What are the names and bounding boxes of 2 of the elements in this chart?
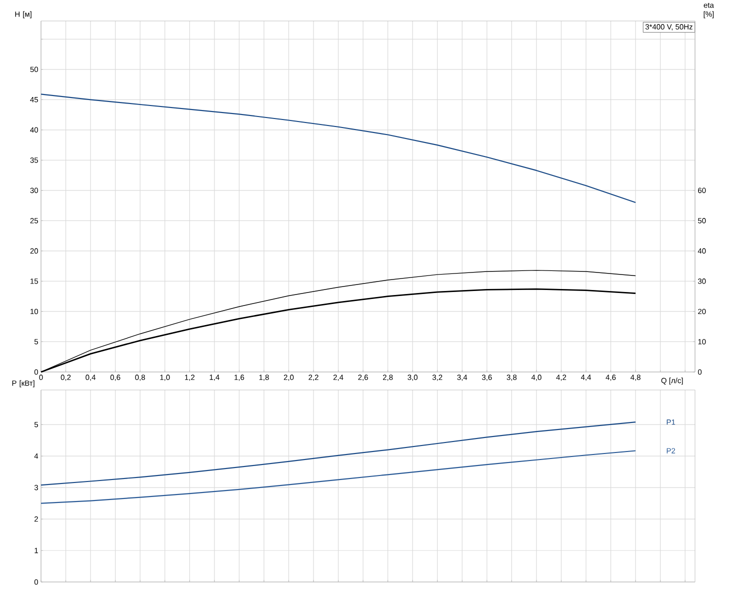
line-series [40, 94, 636, 204]
line-series [40, 422, 636, 486]
